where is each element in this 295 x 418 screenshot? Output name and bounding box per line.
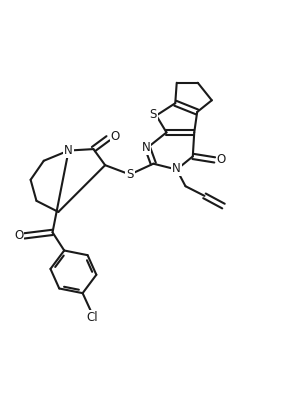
Text: S: S [150, 107, 157, 120]
Text: O: O [111, 130, 120, 143]
Text: N: N [64, 144, 73, 157]
Text: Cl: Cl [87, 311, 98, 324]
Text: O: O [217, 153, 226, 166]
Text: O: O [14, 229, 24, 242]
Text: S: S [126, 168, 134, 181]
Text: N: N [172, 162, 181, 175]
Text: N: N [142, 141, 150, 154]
